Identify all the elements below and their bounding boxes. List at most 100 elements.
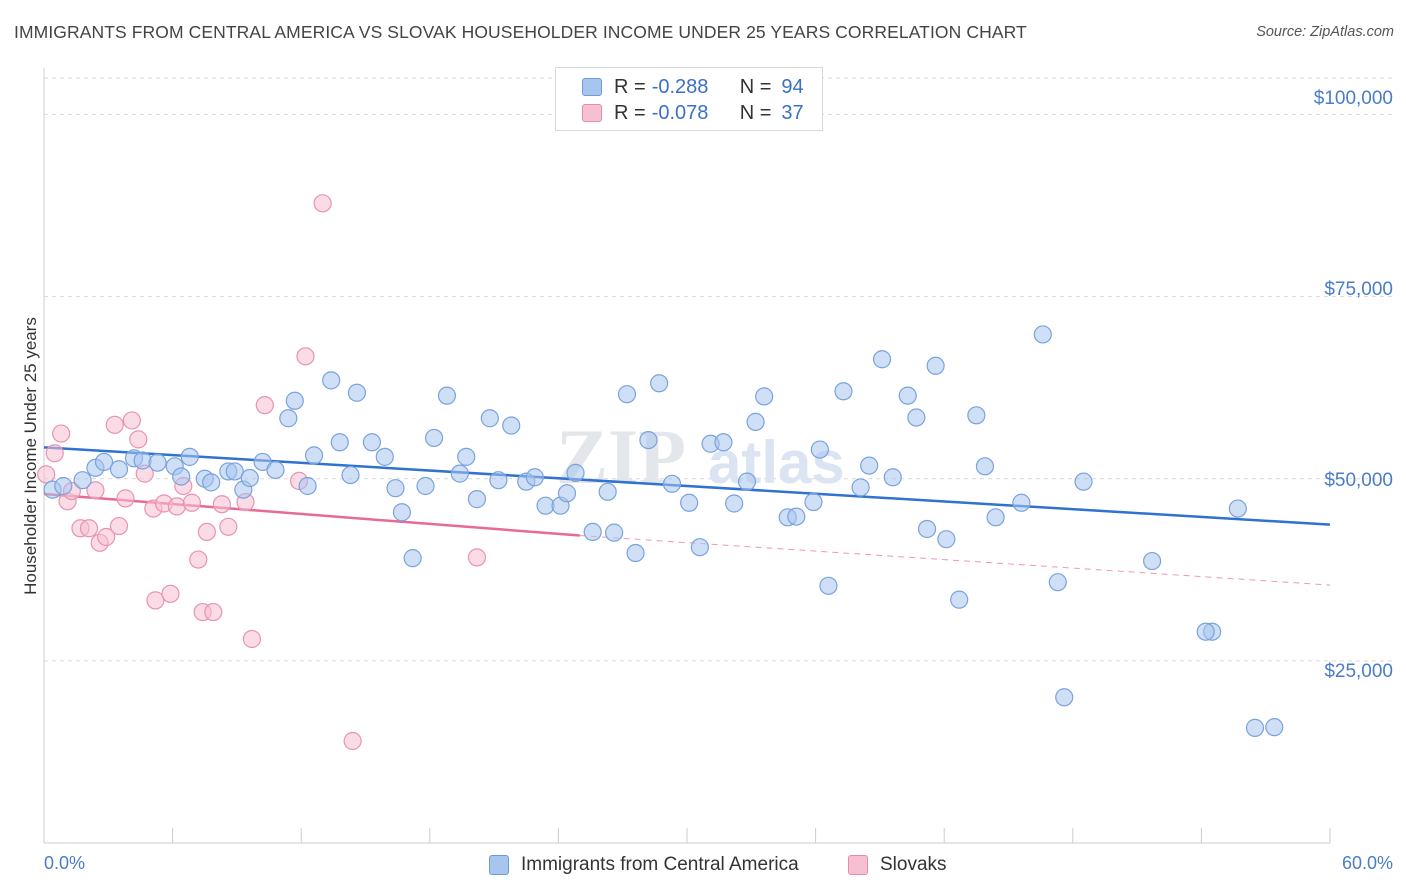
data-point-central-america <box>480 409 499 428</box>
data-point-central-america <box>898 386 917 405</box>
data-point-central-america <box>967 406 986 425</box>
series-legend-swatch-blue <box>489 855 509 875</box>
data-point-central-america <box>926 356 945 375</box>
data-point-central-america <box>1265 718 1284 737</box>
data-point-central-america <box>133 451 152 470</box>
data-point-central-america <box>598 482 617 501</box>
data-point-central-america <box>917 519 937 539</box>
data-point-central-america <box>937 530 956 549</box>
data-point-slovaks <box>296 347 315 366</box>
data-point-slovaks <box>109 516 129 536</box>
y-tick-label-50000: $50,000 <box>1324 470 1393 491</box>
legend-r-label: R = <box>614 101 646 124</box>
data-point-central-america <box>872 350 892 369</box>
data-point-central-america <box>725 494 744 513</box>
data-point-slovaks <box>129 430 148 449</box>
axis-layer <box>43 68 1331 844</box>
data-point-slovaks <box>255 396 274 415</box>
data-point-central-america <box>1033 325 1052 344</box>
series-legend-item-slovaks[interactable]: Slovaks <box>848 852 947 878</box>
chart-title: IMMIGRANTS FROM CENTRAL AMERICA VS SLOVA… <box>14 22 1027 42</box>
data-point-slovaks <box>105 415 124 434</box>
data-point-slovaks <box>122 411 141 430</box>
data-point-slovaks <box>242 629 262 649</box>
data-point-central-america <box>819 576 838 595</box>
data-point-central-america <box>690 538 709 557</box>
data-point-central-america <box>457 447 476 466</box>
stats-legend: R = -0.288 N = 94 R = -0.078 N = 37 <box>555 67 823 131</box>
data-point-central-america <box>1055 688 1074 707</box>
data-point-central-america <box>386 479 405 498</box>
data-point-slovaks <box>467 548 487 567</box>
data-point-slovaks <box>313 194 332 213</box>
data-point-central-america <box>583 522 602 542</box>
data-point-central-america <box>109 460 129 479</box>
data-point-central-america <box>787 507 806 526</box>
series-legend-label: Slovaks <box>880 854 947 875</box>
legend-n-value: 94 <box>781 75 804 98</box>
data-point-central-america <box>680 493 699 512</box>
data-point-central-america <box>650 374 669 393</box>
legend-n-label: N = <box>739 101 772 124</box>
data-point-central-america <box>450 464 469 483</box>
data-point-central-america <box>416 476 435 496</box>
data-point-slovaks <box>97 527 116 547</box>
data-point-central-america <box>986 508 1005 527</box>
y-tick-label-100000: $100,000 <box>1314 88 1393 109</box>
data-point-central-america <box>1196 622 1215 641</box>
legend-swatch-pink <box>582 104 602 122</box>
data-point-slovaks <box>45 444 64 463</box>
data-point-central-america <box>639 431 658 450</box>
data-point-central-america <box>266 460 285 480</box>
series-legend-item-central-america[interactable]: Immigrants from Central America <box>489 852 799 878</box>
data-point-central-america <box>298 476 317 496</box>
data-point-slovaks <box>37 465 56 484</box>
data-point-central-america <box>737 472 757 491</box>
data-point-central-america <box>883 468 902 487</box>
data-point-central-america <box>566 463 585 482</box>
data-point-central-america <box>347 383 367 402</box>
points-layer <box>37 194 1284 751</box>
data-point-central-america <box>362 433 382 452</box>
data-point-slovaks <box>204 602 223 622</box>
data-point-central-america <box>253 452 272 472</box>
data-point-central-america <box>755 387 774 406</box>
data-point-central-america <box>403 549 422 568</box>
data-point-slovaks <box>146 591 165 610</box>
grid-layer <box>44 77 1393 662</box>
legend-r-value: -0.078 <box>651 101 709 124</box>
legend-n-value: 37 <box>781 101 804 124</box>
series-legend-swatch-pink <box>848 855 868 875</box>
data-point-central-america <box>502 416 521 435</box>
data-point-central-america <box>489 471 508 490</box>
data-point-central-america <box>975 457 995 476</box>
label-layer: Householder Income Under 25 years 0.0% 6… <box>21 88 1393 873</box>
data-point-central-america <box>1012 493 1031 512</box>
data-point-central-america <box>810 440 829 459</box>
data-point-slovaks <box>86 481 105 500</box>
data-point-central-america <box>392 503 412 522</box>
data-point-central-america <box>714 433 733 452</box>
data-point-central-america <box>1143 551 1162 571</box>
source-credit: Source: ZipAtlas.com <box>1256 24 1394 40</box>
series-legend: Immigrants from Central America Slovaks <box>0 852 1406 878</box>
data-point-slovaks <box>161 584 180 603</box>
data-point-central-america <box>626 543 645 563</box>
data-point-slovaks <box>189 550 208 569</box>
data-point-central-america <box>834 382 853 401</box>
data-point-central-america <box>851 478 870 497</box>
legend-r-label: R = <box>614 75 646 98</box>
data-point-central-america <box>375 447 394 466</box>
data-point-central-america <box>73 471 92 490</box>
data-point-central-america <box>557 484 577 503</box>
data-point-central-america <box>1074 472 1093 491</box>
data-point-slovaks <box>116 489 135 508</box>
data-point-central-america <box>617 385 637 404</box>
data-point-central-america <box>285 391 304 410</box>
data-point-central-america <box>202 473 221 492</box>
y-tick-label-75000: $75,000 <box>1324 279 1393 300</box>
data-point-slovaks <box>182 493 201 512</box>
legend-swatch-blue <box>582 78 602 96</box>
data-point-slovaks <box>52 424 71 443</box>
